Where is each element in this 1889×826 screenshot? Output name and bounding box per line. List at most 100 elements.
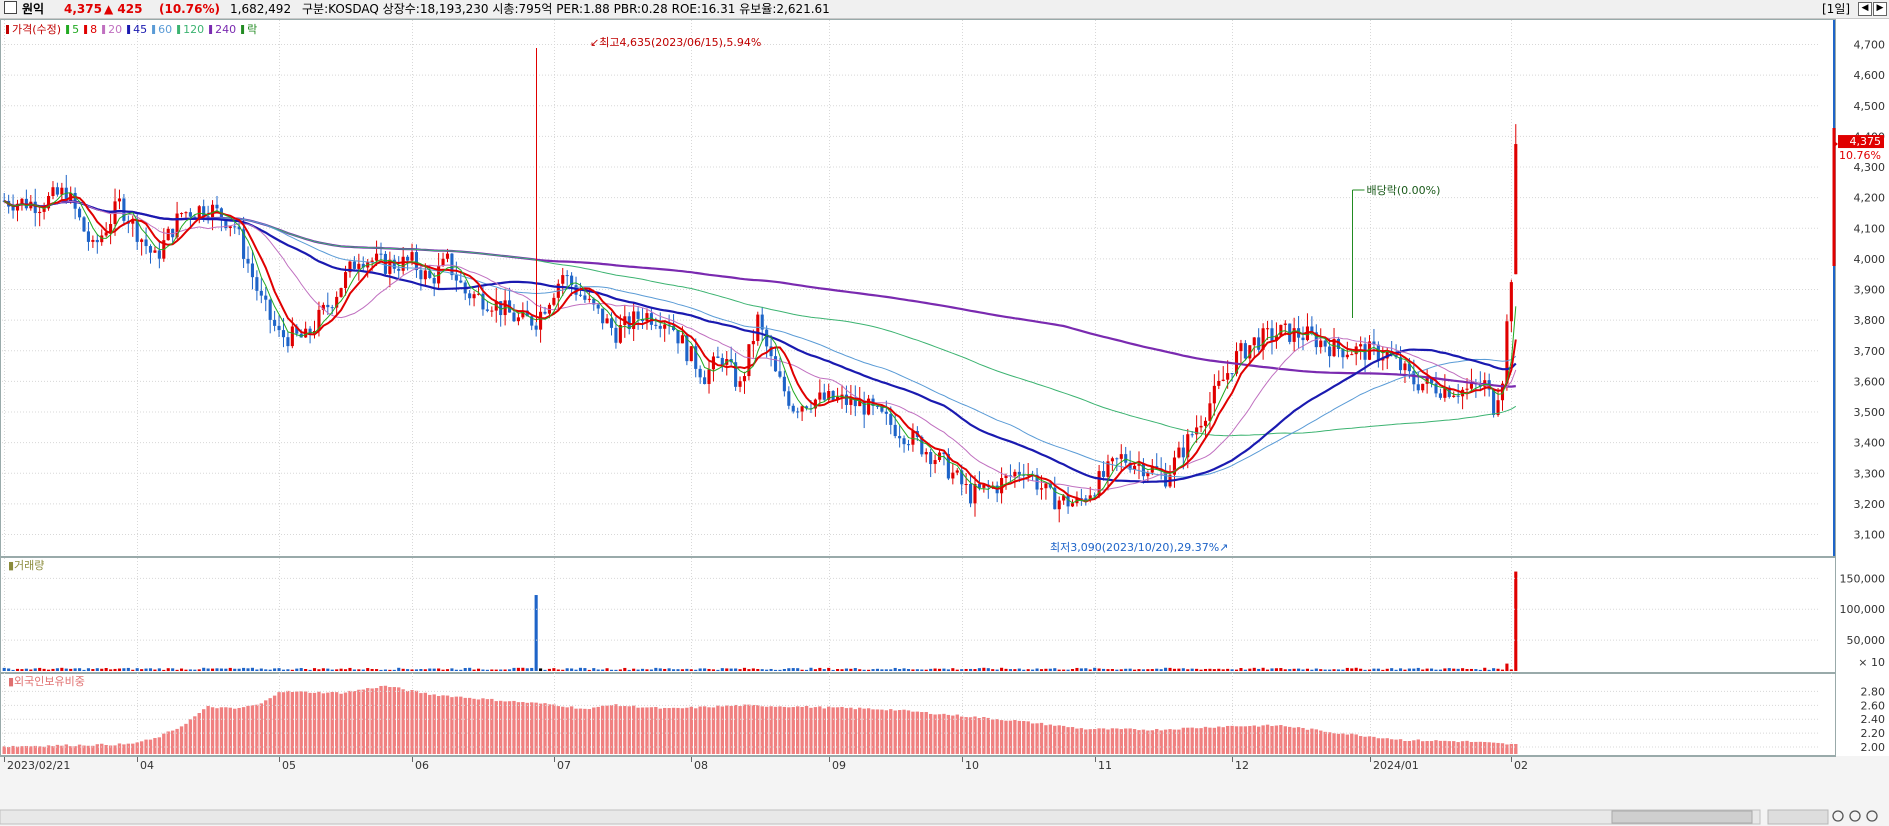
candle-body [459,281,462,283]
volume-bar [1399,668,1402,671]
volume-bar [490,669,493,671]
foreign-bar [969,717,972,754]
candle-body [1346,355,1349,357]
volume-bar [1186,669,1189,671]
candle-body [1421,384,1424,390]
volume-bar [805,670,808,671]
volume-bar [1204,669,1207,671]
volume-bar [1075,668,1078,671]
foreign-bar [1341,733,1344,754]
volume-bar [845,669,848,671]
volume-bar [521,668,524,671]
volume-bar [907,669,910,671]
volume-bar [725,668,728,671]
volume-bar [752,668,755,671]
volume-bar [770,669,773,671]
candle-body [1439,393,1442,397]
legend-marker [66,25,69,34]
volume-bar [1213,669,1216,671]
volume-bar [3,668,6,671]
foreign-bar [1279,725,1282,754]
dividend-annotation: 배당락(0.00%) [1367,184,1441,197]
candle-body [845,395,848,405]
foreign-bar [1301,728,1304,754]
candle-body [1200,426,1203,428]
volume-bar [796,668,799,671]
candle-body [82,217,85,231]
volume-bar [340,669,343,671]
foreign-bar [942,714,945,754]
candle-body [1208,403,1211,421]
foreign-bar [51,746,54,754]
candle-body [1222,380,1225,381]
candle-body [543,312,546,314]
volume-bar [379,670,382,671]
high-annotation: ↙최고4,635(2023/06/15),5.94% [590,36,761,49]
volume-bar [140,669,143,671]
foreign-bar [486,699,489,754]
volume-bar [162,670,165,671]
candle-body [1213,386,1216,403]
candle-body [1253,337,1256,345]
volume-bar [1421,670,1424,671]
volume-bar [840,669,843,671]
volume-bar [1426,669,1429,671]
volume-bar [889,669,892,671]
volume-title: ▮거래량 [8,559,44,572]
volume-bar [645,669,648,671]
volume-bar [526,668,529,671]
foreign-bar [184,724,187,754]
volume-bar [1018,669,1021,671]
volume-bar [654,668,657,671]
volume-bar [809,668,812,671]
x-tick-label: 12 [1235,759,1249,772]
foreign-bar [415,691,418,754]
volume-bar [991,669,994,671]
candle-body [787,391,790,406]
foreign-bar [1501,743,1504,754]
price-tick-label: 3,900 [1854,284,1886,297]
candle-body [450,254,453,275]
foreign-bar [1102,728,1105,754]
foreign-bar [162,734,165,754]
foreign-bar [379,686,382,754]
volume-bar [238,669,241,671]
volume-bar [415,669,418,671]
volume-bar [1284,669,1287,671]
volume-bar [1479,670,1482,671]
candle-body [1226,373,1229,380]
volume-bar [1155,669,1158,671]
volume-bar [464,668,467,671]
volume-bar [588,670,591,671]
volume-bar [765,670,768,671]
foreign-bar [938,714,941,754]
foreign-bar [1350,734,1353,754]
foreign-bar [1124,728,1127,754]
foreign-bar [1213,728,1216,754]
candle-body [433,278,436,283]
volume-bar [1009,669,1012,671]
foreign-bar [1337,734,1340,754]
foreign-bar [1483,742,1486,754]
x-tick-label: 04 [140,759,154,772]
volume-bar [960,669,963,671]
volume-bar [1417,668,1420,671]
volume-bar [47,670,50,671]
foreign-bar [1053,726,1056,754]
legend-label: 가격(수정) [12,23,61,36]
foreign-bar [1456,742,1459,754]
volume-bar [871,669,874,671]
price-tick-label: 4,100 [1854,222,1886,235]
volume-bar [863,670,866,671]
foreign-bar [1208,728,1211,754]
volume-bar [1470,669,1473,671]
volume-bar [233,669,236,671]
candle-body [765,330,768,347]
foreign-bar [1044,725,1047,754]
foreign-bar [1018,721,1021,754]
candle-body [588,299,591,300]
volume-bar [694,670,697,671]
foreign-bar [16,747,19,754]
volume-bar [761,669,764,671]
